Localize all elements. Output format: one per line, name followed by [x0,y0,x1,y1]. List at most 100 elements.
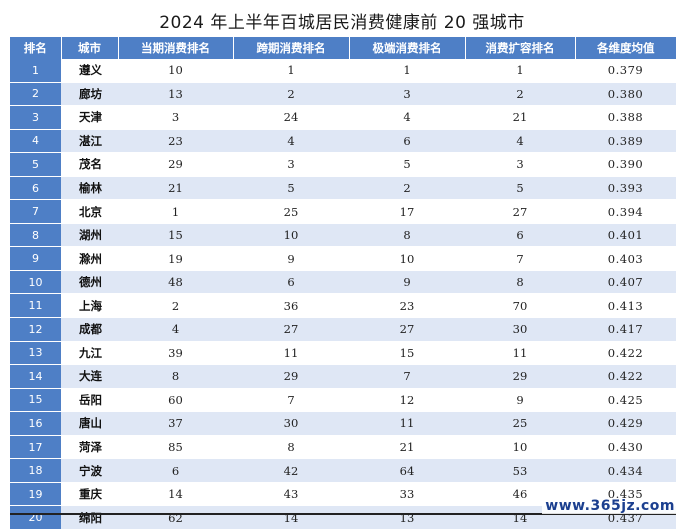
table-row: 11 上海 2 36 23 70 0.413 [10,293,676,319]
cell-extreme-consumption-rank: 7 [349,364,465,389]
table-body: 1 遵义 10 1 1 1 0.379 2 廊坊 13 2 3 2 0.380 3 天津 3 24 4 21 0.388… [10,59,676,530]
cell-extreme-consumption-rank: 2 [349,176,465,201]
cell-rank: 9 [10,246,61,271]
cell-current-consumption-rank: 21 [118,176,233,201]
cell-intertemporal-consumption-rank: 4 [233,129,349,154]
cell-intertemporal-consumption-rank: 14 [233,505,349,530]
cell-rank: 20 [10,505,61,530]
cell-intertemporal-consumption-rank: 5 [233,176,349,201]
table-header-row: 排名 城市 当期消费排名 跨期消费排名 极端消费排名 消费扩容排名 各维度均值 [10,37,676,59]
column-header-intertemporal-consumption-rank: 跨期消费排名 [233,37,350,59]
cell-dimension-average: 0.379 [575,59,676,83]
table-row: 17 菏泽 85 8 21 10 0.430 [10,435,676,460]
cell-consumption-expansion-rank: 4 [465,129,575,154]
cell-city: 九江 [61,341,118,366]
cell-dimension-average: 0.401 [575,223,676,248]
cell-current-consumption-rank: 14 [118,482,233,507]
cell-dimension-average: 0.390 [575,152,676,177]
cell-current-consumption-rank: 62 [118,505,233,530]
cell-current-consumption-rank: 29 [118,152,233,177]
cell-rank: 13 [10,341,61,366]
cell-extreme-consumption-rank: 12 [349,388,465,413]
cell-current-consumption-rank: 23 [118,129,233,154]
cell-current-consumption-rank: 10 [118,59,233,83]
cell-intertemporal-consumption-rank: 6 [233,270,349,295]
cell-rank: 8 [10,223,61,248]
cell-city: 廊坊 [61,82,118,107]
cell-city: 茂名 [61,152,118,177]
cell-city: 大连 [61,364,118,389]
column-header-dimension-average: 各维度均值 [575,37,676,59]
column-header-consumption-expansion-rank: 消费扩容排名 [465,37,576,59]
table-row: 13 九江 39 11 15 11 0.422 [10,341,676,366]
cell-city: 榆林 [61,176,118,201]
cell-current-consumption-rank: 60 [118,388,233,413]
cell-dimension-average: 0.417 [575,317,676,342]
cell-intertemporal-consumption-rank: 36 [233,293,349,319]
cell-dimension-average: 0.429 [575,411,676,436]
cell-city: 德州 [61,270,118,295]
cell-city: 成都 [61,317,118,342]
cell-dimension-average: 0.394 [575,199,676,224]
cell-intertemporal-consumption-rank: 11 [233,341,349,366]
cell-rank: 16 [10,411,61,436]
cell-extreme-consumption-rank: 13 [349,505,465,530]
cell-dimension-average: 0.403 [575,246,676,271]
cell-dimension-average: 0.422 [575,364,676,389]
cell-dimension-average: 0.380 [575,82,676,107]
table-row: 6 榆林 21 5 2 5 0.393 [10,176,676,201]
cell-rank: 18 [10,458,61,483]
cell-intertemporal-consumption-rank: 42 [233,458,349,483]
cell-consumption-expansion-rank: 10 [465,435,575,460]
cell-current-consumption-rank: 39 [118,341,233,366]
cell-extreme-consumption-rank: 10 [349,246,465,271]
cell-intertemporal-consumption-rank: 24 [233,105,349,130]
cell-extreme-consumption-rank: 27 [349,317,465,342]
cell-current-consumption-rank: 1 [118,199,233,224]
cell-current-consumption-rank: 2 [118,293,233,319]
cell-consumption-expansion-rank: 9 [465,388,575,413]
column-header-rank: 排名 [10,37,62,59]
cell-rank: 15 [10,388,61,413]
cell-intertemporal-consumption-rank: 27 [233,317,349,342]
cell-city: 唐山 [61,411,118,436]
cell-extreme-consumption-rank: 4 [349,105,465,130]
cell-current-consumption-rank: 6 [118,458,233,483]
table-row: 12 成都 4 27 27 30 0.417 [10,317,676,342]
cell-city: 滁州 [61,246,118,271]
cell-consumption-expansion-rank: 8 [465,270,575,295]
cell-intertemporal-consumption-rank: 29 [233,364,349,389]
table-row: 16 唐山 37 30 11 25 0.429 [10,411,676,436]
cell-intertemporal-consumption-rank: 3 [233,152,349,177]
table-row: 5 茂名 29 3 5 3 0.390 [10,152,676,177]
cell-rank: 10 [10,270,61,295]
cell-dimension-average: 0.434 [575,458,676,483]
cell-extreme-consumption-rank: 9 [349,270,465,295]
cell-consumption-expansion-rank: 3 [465,152,575,177]
ranking-table: 排名 城市 当期消费排名 跨期消费排名 极端消费排名 消费扩容排名 各维度均值 1 遵义 10 1… [10,37,676,530]
cell-city: 湛江 [61,129,118,154]
cell-extreme-consumption-rank: 1 [349,59,465,83]
cell-rank: 14 [10,364,61,389]
cell-current-consumption-rank: 19 [118,246,233,271]
cell-city: 菏泽 [61,435,118,460]
cell-consumption-expansion-rank: 30 [465,317,575,342]
table-row: 2 廊坊 13 2 3 2 0.380 [10,82,676,107]
cell-extreme-consumption-rank: 5 [349,152,465,177]
cell-intertemporal-consumption-rank: 9 [233,246,349,271]
cell-dimension-average: 0.389 [575,129,676,154]
cell-consumption-expansion-rank: 2 [465,82,575,107]
table-row: 15 岳阳 60 7 12 9 0.425 [10,388,676,413]
cell-dimension-average: 0.425 [575,388,676,413]
cell-extreme-consumption-rank: 8 [349,223,465,248]
watermark: www.365jz.com [542,498,678,514]
cell-dimension-average: 0.388 [575,105,676,130]
cell-extreme-consumption-rank: 3 [349,82,465,107]
cell-extreme-consumption-rank: 33 [349,482,465,507]
table-row: 8 湖州 15 10 8 6 0.401 [10,223,676,248]
cell-rank: 6 [10,176,61,201]
cell-city: 湖州 [61,223,118,248]
cell-dimension-average: 0.407 [575,270,676,295]
cell-intertemporal-consumption-rank: 43 [233,482,349,507]
cell-current-consumption-rank: 8 [118,364,233,389]
